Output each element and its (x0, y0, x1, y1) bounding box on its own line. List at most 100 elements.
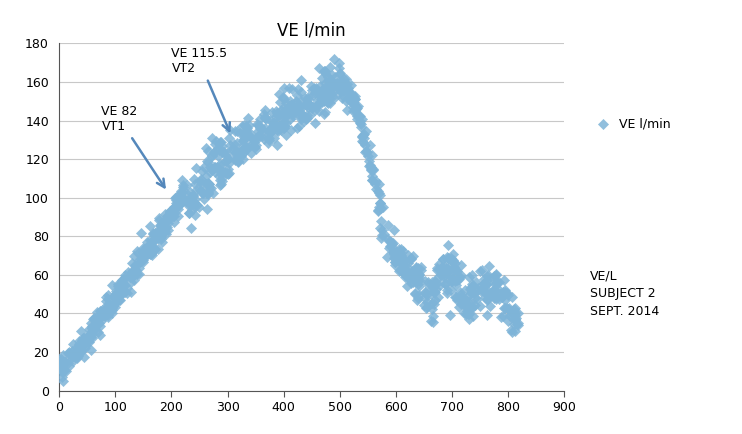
VE l/min (334, 88, 346, 95)
VE l/min (99, 312, 111, 319)
VE l/min (487, 292, 499, 299)
VE l/min (355, 112, 367, 119)
VE l/min (505, 326, 516, 333)
VE l/min (298, 112, 310, 119)
VE l/min (213, 147, 225, 154)
VE l/min (341, 81, 352, 88)
VE l/min (202, 147, 214, 154)
VE l/min (452, 275, 464, 282)
VE l/min (166, 208, 178, 215)
VE l/min (304, 102, 316, 109)
VE l/min (211, 164, 223, 171)
VE l/min (466, 288, 478, 295)
VE l/min (172, 198, 184, 205)
Text: VE 82
VT1: VE 82 VT1 (102, 105, 165, 187)
VE l/min (206, 166, 218, 173)
VE l/min (315, 95, 326, 102)
VE l/min (387, 248, 398, 255)
VE l/min (128, 267, 139, 274)
VE l/min (340, 97, 352, 104)
VE l/min (300, 102, 312, 109)
VE l/min (315, 82, 326, 89)
VE l/min (395, 266, 407, 273)
VE l/min (421, 303, 433, 310)
VE l/min (187, 193, 199, 200)
VE l/min (214, 167, 226, 174)
VE l/min (436, 263, 448, 270)
VE l/min (501, 290, 513, 297)
VE l/min (293, 107, 305, 114)
VE l/min (229, 156, 240, 163)
VE l/min (403, 265, 415, 272)
VE l/min (271, 127, 283, 134)
VE l/min (232, 158, 244, 165)
VE l/min (303, 100, 315, 107)
VE l/min (374, 199, 386, 206)
VE l/min (502, 305, 513, 312)
VE l/min (223, 135, 234, 142)
VE l/min (415, 264, 427, 271)
VE l/min (264, 130, 276, 137)
VE l/min (350, 105, 362, 112)
VE l/min (407, 268, 418, 275)
VE l/min (162, 212, 174, 219)
VE l/min (144, 237, 156, 243)
VE l/min (95, 318, 107, 325)
VE l/min (388, 250, 400, 257)
VE l/min (382, 221, 394, 228)
VE l/min (428, 281, 440, 288)
VE l/min (283, 108, 295, 115)
VE l/min (395, 260, 407, 266)
VE l/min (475, 302, 487, 309)
VE l/min (214, 182, 226, 189)
VE l/min (119, 271, 131, 278)
VE l/min (461, 298, 473, 305)
VE l/min (220, 158, 232, 164)
VE l/min (82, 338, 94, 345)
VE l/min (206, 167, 218, 174)
VE l/min (274, 98, 286, 105)
VE l/min (293, 102, 305, 109)
VE l/min (155, 222, 167, 229)
VE l/min (466, 289, 478, 296)
VE l/min (242, 143, 254, 150)
VE l/min (437, 256, 449, 263)
VE l/min (389, 261, 401, 268)
VE l/min (154, 229, 166, 236)
VE l/min (405, 256, 417, 263)
VE l/min (160, 230, 171, 237)
VE l/min (146, 244, 158, 251)
VE l/min (281, 112, 293, 119)
VE l/min (245, 131, 257, 138)
VE l/min (390, 259, 401, 266)
VE l/min (214, 138, 226, 145)
VE l/min (427, 319, 439, 326)
VE l/min (113, 282, 125, 289)
VE l/min (412, 281, 424, 288)
VE l/min (214, 177, 226, 184)
VE l/min (217, 173, 229, 180)
VE l/min (266, 108, 278, 115)
VE l/min (426, 278, 438, 285)
VE l/min (208, 149, 220, 156)
VE l/min (488, 276, 500, 283)
VE l/min (322, 88, 334, 95)
VE l/min (375, 235, 387, 242)
VE l/min (161, 224, 173, 230)
VE l/min (112, 290, 124, 297)
VE l/min (159, 210, 171, 217)
VE l/min (490, 293, 502, 300)
VE l/min (203, 159, 214, 166)
VE l/min (351, 112, 363, 119)
VE l/min (354, 118, 366, 125)
VE l/min (216, 148, 228, 155)
VE l/min (313, 64, 325, 71)
VE l/min (373, 204, 385, 210)
VE l/min (79, 354, 91, 361)
VE l/min (336, 85, 348, 92)
VE l/min (349, 95, 361, 102)
VE l/min (347, 99, 358, 106)
VE l/min (332, 60, 344, 67)
VE l/min (395, 252, 407, 259)
VE l/min (489, 287, 501, 294)
